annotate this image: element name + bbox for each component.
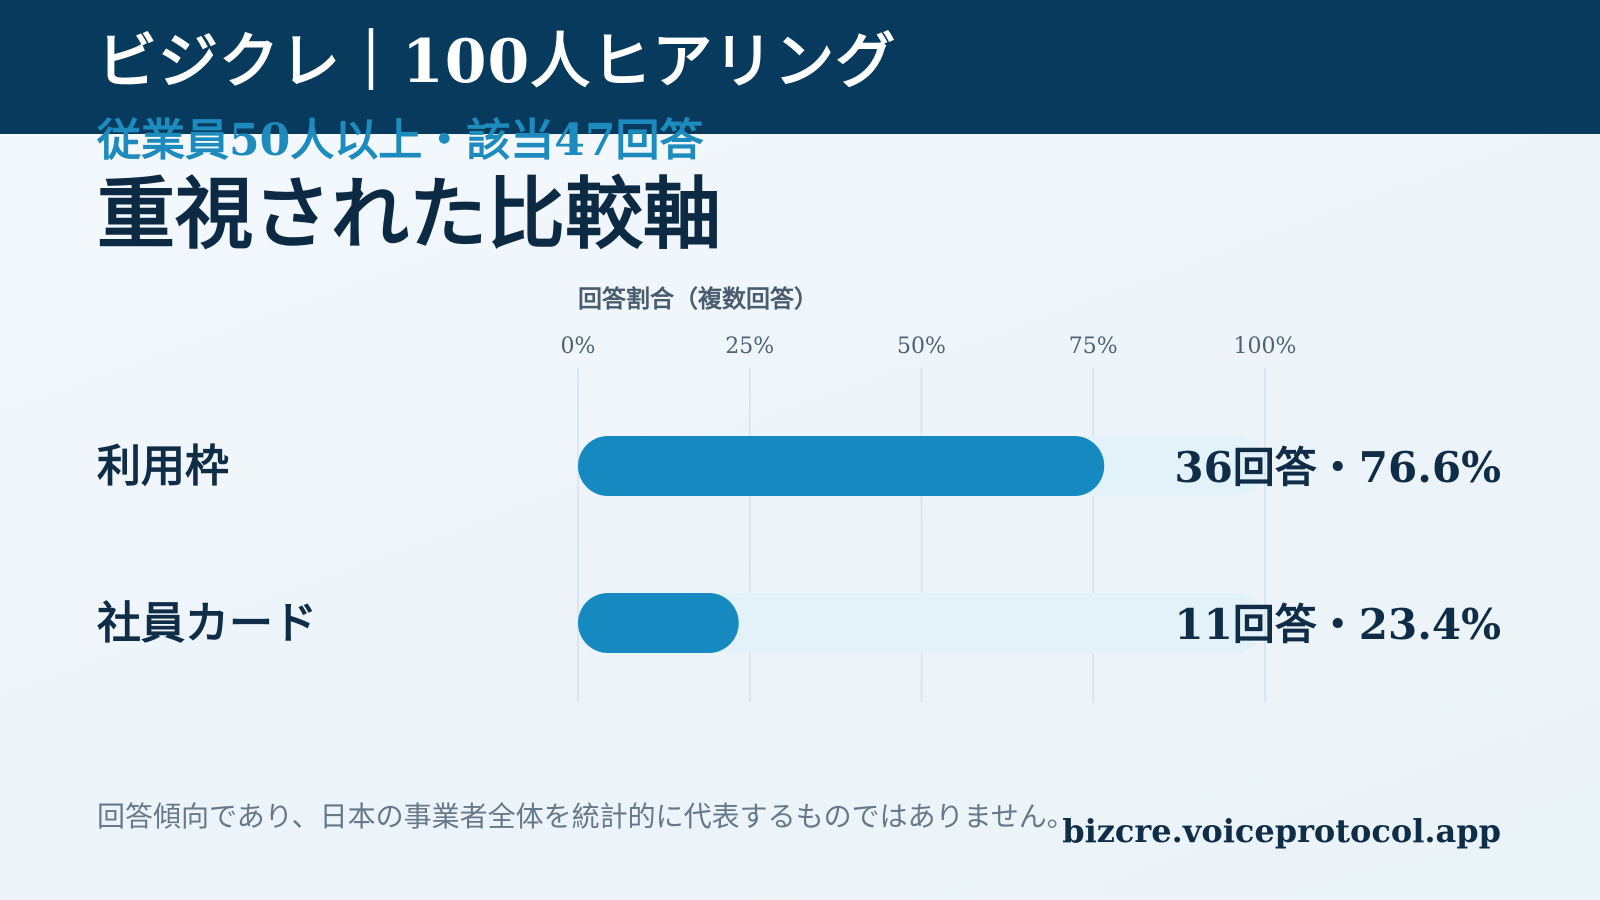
page-title: 重視された比較軸 bbox=[97, 169, 722, 260]
page-subtitle: 従業員50人以上・該当47回答 bbox=[97, 115, 704, 166]
category-label: 社員カード bbox=[97, 598, 317, 649]
site-url: bizcre.voiceprotocol.app bbox=[1062, 812, 1501, 850]
tick-label: 100% bbox=[1234, 334, 1297, 359]
tick-label: 75% bbox=[1069, 334, 1118, 359]
tick-label: 50% bbox=[897, 334, 946, 359]
tick-labels: 0% 25% 50% 75% 100% bbox=[561, 334, 1297, 359]
bars-group: 利用枠 36回答・76.6% 社員カード 11回答・23.4% bbox=[97, 436, 1501, 653]
bar bbox=[578, 593, 739, 653]
data-label: 11回答・23.4% bbox=[1174, 600, 1501, 649]
bar-track bbox=[578, 593, 1265, 653]
tick-label: 0% bbox=[561, 334, 596, 359]
bar bbox=[578, 436, 1105, 496]
brand-title: ビジクレ｜100人ヒアリング bbox=[97, 27, 897, 97]
axis-title: 回答割合（複数回答） bbox=[578, 284, 818, 313]
tick-label: 25% bbox=[725, 334, 774, 359]
disclaimer-note: 回答傾向であり、日本の事業者全体を統計的に代表するものではありません。 bbox=[97, 800, 1075, 833]
category-label: 利用枠 bbox=[97, 441, 229, 492]
header-band bbox=[0, 0, 1600, 134]
data-label: 36回答・76.6% bbox=[1174, 443, 1501, 492]
